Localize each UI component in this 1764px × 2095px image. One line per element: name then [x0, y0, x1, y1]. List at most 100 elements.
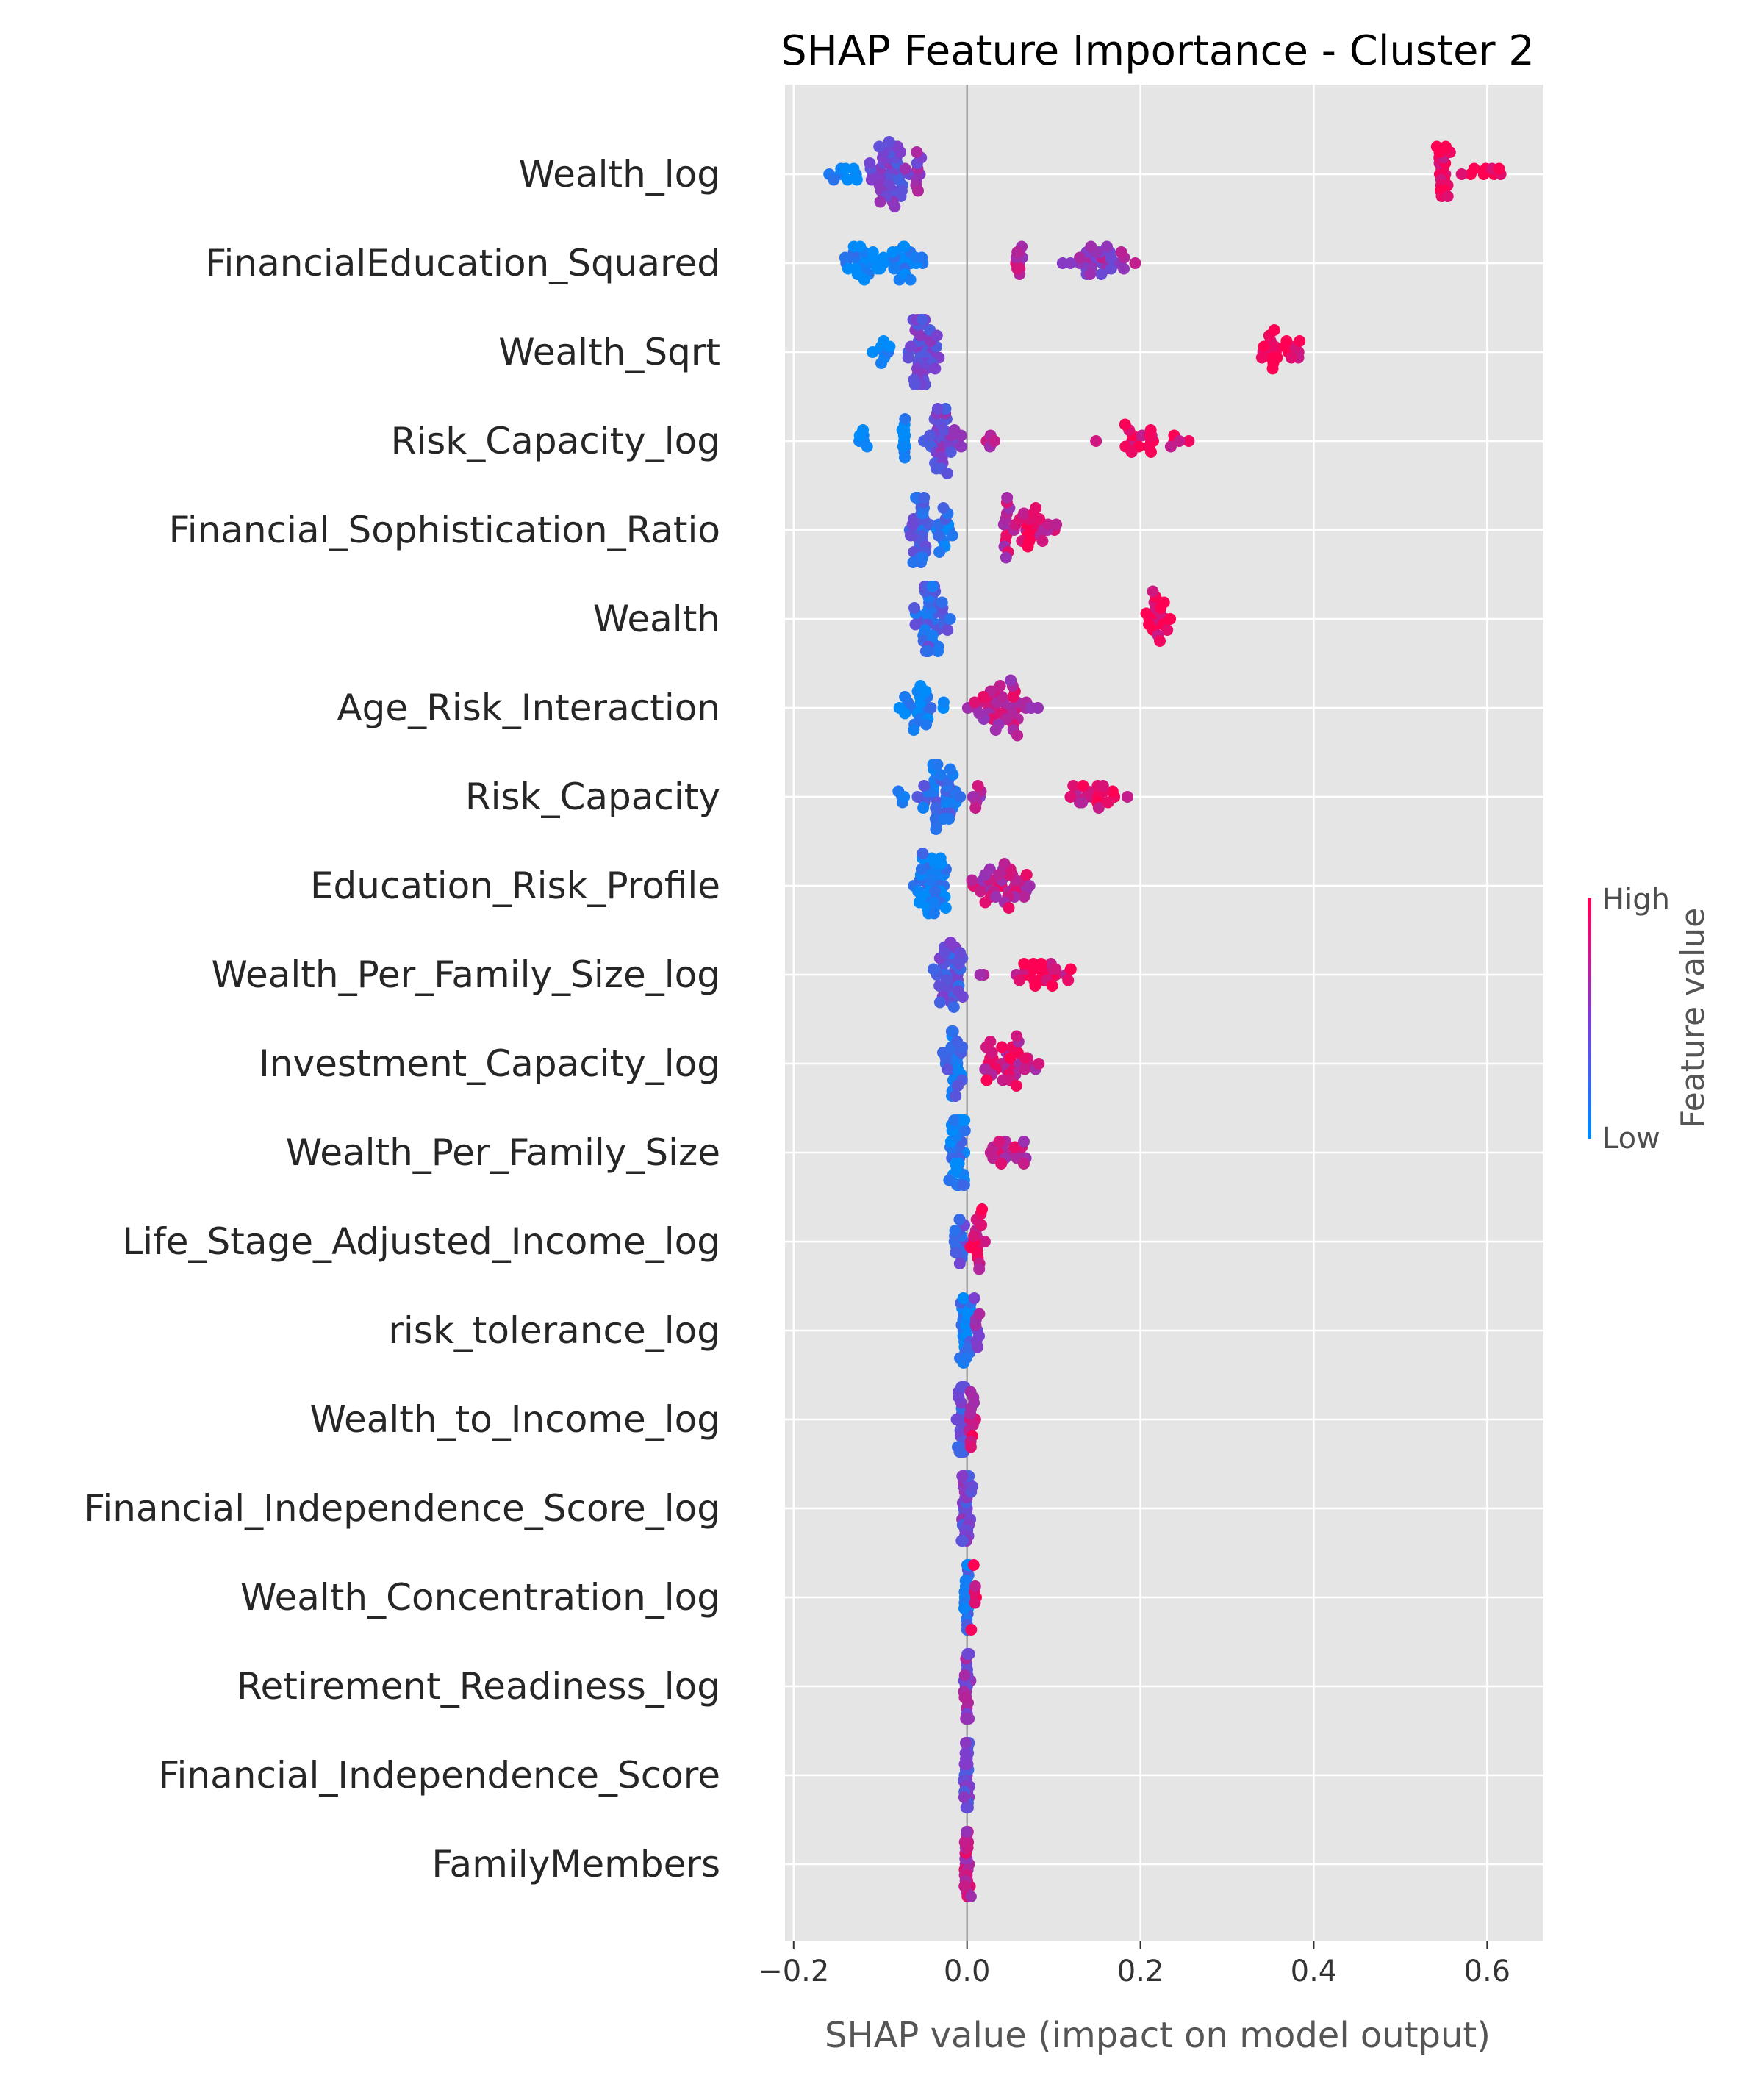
shap-point	[968, 1230, 980, 1242]
shap-point	[950, 1247, 962, 1258]
shap-point	[963, 1648, 975, 1660]
shap-point	[905, 340, 917, 353]
shap-point	[918, 492, 931, 504]
shap-point	[839, 162, 852, 175]
shap-point	[850, 173, 863, 186]
shap-point	[906, 518, 919, 531]
shap-point	[907, 556, 919, 568]
shap-point	[946, 529, 958, 542]
shap-point	[873, 140, 886, 153]
shap-point	[955, 440, 967, 453]
shap-point	[964, 1241, 977, 1253]
shap-point	[932, 529, 944, 542]
shap-point	[874, 196, 886, 208]
shap-point	[1011, 1030, 1023, 1042]
shap-point	[1014, 974, 1025, 986]
shap-point	[1102, 796, 1114, 809]
shap-point	[937, 502, 950, 514]
shap-point	[968, 1292, 980, 1304]
shap-point	[1144, 424, 1157, 436]
feature-label: Retirement_Readiness_log	[237, 1665, 720, 1708]
shap-point	[960, 1802, 972, 1813]
feature-label: Risk_Capacity	[465, 776, 720, 818]
shap-point	[972, 780, 984, 792]
shap-point	[961, 1826, 973, 1838]
feature-label: Wealth_Per_Family_Size	[286, 1131, 720, 1174]
shap-point	[980, 1074, 993, 1086]
colorbar-high-label: High	[1602, 883, 1670, 917]
shap-point	[858, 273, 870, 286]
shap-point	[925, 852, 938, 864]
shap-point	[1010, 1080, 1022, 1092]
shap-point	[1033, 1058, 1045, 1070]
shap-point	[1105, 262, 1117, 275]
shap-point	[912, 185, 924, 197]
shap-point	[898, 240, 911, 253]
shap-point	[1455, 168, 1468, 180]
shap-point	[969, 802, 982, 814]
shap-point	[943, 813, 956, 825]
shap-point	[1011, 729, 1024, 742]
shap-point	[908, 724, 920, 736]
shap-point	[1018, 1136, 1030, 1147]
shap-point	[1032, 702, 1044, 714]
shap-point	[983, 863, 996, 875]
shap-point	[917, 848, 929, 859]
shap-point	[959, 1575, 972, 1587]
plot-background	[785, 85, 1544, 1941]
feature-label: Age_Risk_Interaction	[337, 687, 720, 729]
shap-point	[931, 759, 944, 770]
shap-point	[909, 618, 922, 631]
shap-point	[964, 1386, 977, 1398]
shap-point	[916, 314, 928, 326]
shap-point	[1001, 492, 1014, 504]
shap-point	[897, 440, 909, 453]
shap-point	[1268, 324, 1280, 336]
shap-point	[977, 691, 989, 703]
shap-point	[934, 852, 947, 864]
shap-point	[947, 1025, 958, 1037]
shap-point	[889, 201, 901, 212]
shap-point	[1018, 958, 1030, 970]
shap-point	[989, 724, 1002, 736]
colorbar: High Low Feature value	[1588, 883, 1712, 1156]
shap-point	[958, 1669, 971, 1681]
feature-label: FamilyMembers	[431, 1843, 720, 1885]
shap-point	[1018, 1158, 1030, 1170]
shap-point	[922, 645, 934, 657]
shap-point	[932, 645, 944, 657]
shap-point	[1076, 796, 1089, 809]
shap-point	[975, 885, 986, 898]
shap-point	[926, 581, 939, 592]
shap-point	[1003, 902, 1015, 914]
shap-point	[951, 1036, 964, 1048]
shap-point	[937, 696, 950, 709]
shap-point	[973, 1263, 986, 1275]
shap-point	[974, 969, 986, 981]
shap-point	[1164, 440, 1177, 453]
shap-point	[917, 802, 930, 814]
shap-point	[1018, 891, 1030, 903]
shap-point	[1036, 535, 1049, 547]
shap-point	[1115, 246, 1127, 258]
shap-point	[905, 529, 917, 542]
shap-point	[1020, 869, 1033, 881]
shap-point	[1062, 974, 1075, 986]
shap-point	[1030, 502, 1042, 514]
shap-point	[931, 403, 944, 415]
shap-point	[1158, 596, 1170, 609]
shap-point	[908, 379, 921, 390]
shap-point	[957, 1292, 969, 1304]
shap-point	[917, 551, 929, 564]
shap-point	[1145, 446, 1157, 458]
shap-point	[1183, 435, 1195, 447]
shap-point	[878, 251, 890, 264]
shap-point	[1441, 190, 1454, 202]
shap-point	[1067, 780, 1080, 792]
shap-point	[867, 246, 879, 258]
shap-point	[995, 1158, 1008, 1170]
shap-point	[1018, 507, 1030, 520]
shap-point	[994, 680, 1006, 692]
shap-point	[1271, 351, 1283, 364]
shap-point	[958, 1791, 970, 1803]
